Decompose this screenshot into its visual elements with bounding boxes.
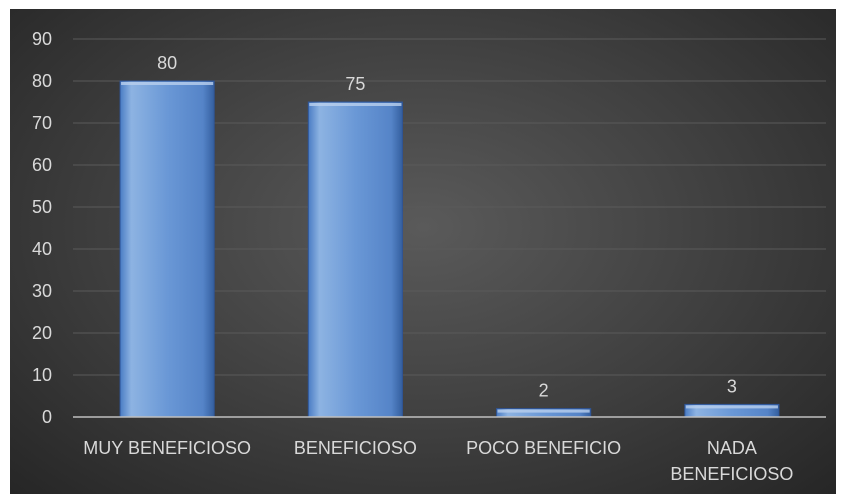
y-tick-label: 50 <box>32 197 52 217</box>
y-tick-label: 10 <box>32 365 52 385</box>
y-tick-label: 80 <box>32 71 52 91</box>
bar-highlight <box>309 103 402 106</box>
y-tick-label: 70 <box>32 113 52 133</box>
y-tick-label: 60 <box>32 155 52 175</box>
x-tick-label: BENEFICIOSO <box>294 438 417 458</box>
y-tick-label: 40 <box>32 239 52 259</box>
bar <box>307 101 403 418</box>
x-tick-label: MUY BENEFICIOSO <box>83 438 251 458</box>
bar-highlight <box>685 405 778 409</box>
data-label: 2 <box>539 381 549 401</box>
x-tick-label: NADA BENEFICIOSO <box>670 438 793 484</box>
bar-highlight <box>121 82 214 85</box>
y-tick-label: 90 <box>32 29 52 49</box>
bar-highlight <box>497 409 590 413</box>
bar-chart: 0 10 20 30 40 50 60 70 80 90 80 75 2 3 MUY BENEFICIO… <box>32 29 826 484</box>
y-tick-label: 0 <box>42 407 52 427</box>
y-tick-label: 30 <box>32 281 52 301</box>
y-tick-label: 20 <box>32 323 52 343</box>
bars <box>119 80 780 418</box>
data-label: 3 <box>727 376 737 396</box>
data-labels: 80 75 2 3 <box>157 53 737 401</box>
bar <box>119 80 215 418</box>
x-axis-tick-labels: MUY BENEFICIOSO BENEFICIOSO POCO BENEFICIO… <box>83 438 793 484</box>
y-axis-tick-labels: 0 10 20 30 40 50 60 70 80 90 <box>32 29 52 427</box>
x-tick-label: POCO BENEFICIO <box>466 438 621 458</box>
chart-area: 0 10 20 30 40 50 60 70 80 90 80 75 2 3 MUY BENEFICIO… <box>10 9 836 494</box>
data-label: 75 <box>345 74 365 94</box>
data-label: 80 <box>157 53 177 73</box>
